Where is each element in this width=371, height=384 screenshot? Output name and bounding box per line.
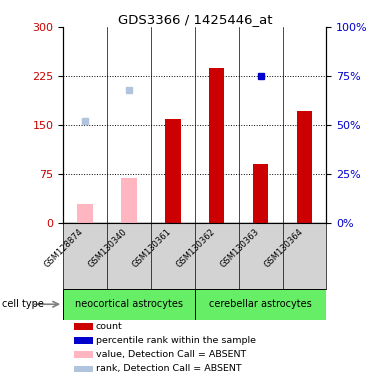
Title: GDS3366 / 1425446_at: GDS3366 / 1425446_at	[118, 13, 272, 26]
Text: rank, Detection Call = ABSENT: rank, Detection Call = ABSENT	[96, 364, 242, 373]
Bar	[73, 323, 93, 330]
Text: GSM130340: GSM130340	[87, 227, 129, 269]
Bar	[253, 164, 268, 223]
FancyBboxPatch shape	[195, 289, 326, 319]
Text: cell type: cell type	[2, 299, 44, 309]
Bar	[73, 351, 93, 358]
Bar	[121, 177, 137, 223]
Text: GSM130363: GSM130363	[218, 227, 261, 269]
Text: GSM130362: GSM130362	[174, 227, 217, 269]
Bar	[165, 119, 181, 223]
Bar	[77, 204, 93, 223]
Text: percentile rank within the sample: percentile rank within the sample	[96, 336, 256, 345]
Text: value, Detection Call = ABSENT: value, Detection Call = ABSENT	[96, 350, 246, 359]
Text: cerebellar astrocytes: cerebellar astrocytes	[209, 299, 312, 309]
Bar	[73, 337, 93, 344]
FancyBboxPatch shape	[63, 289, 195, 319]
Bar	[297, 111, 312, 223]
Text: neocortical astrocytes: neocortical astrocytes	[75, 299, 183, 309]
Text: GSM130364: GSM130364	[262, 227, 305, 269]
Bar	[73, 366, 93, 372]
Bar	[209, 68, 224, 223]
Text: GSM130361: GSM130361	[131, 227, 173, 269]
Text: GSM128874: GSM128874	[43, 227, 85, 269]
Text: count: count	[96, 322, 122, 331]
